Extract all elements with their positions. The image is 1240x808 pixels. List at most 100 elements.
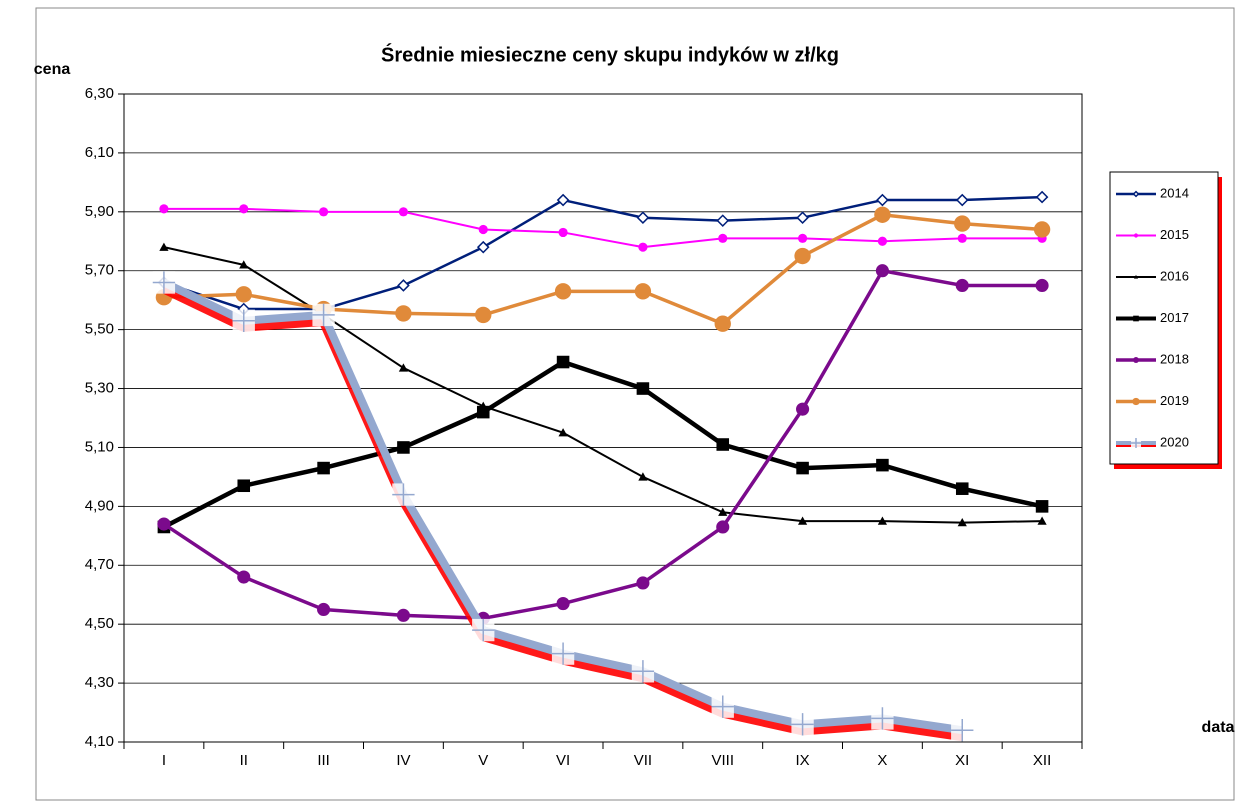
y-tick-label: 5,50 [85,321,114,338]
legend-marker [1130,437,1142,449]
point [957,233,967,243]
point [312,303,335,327]
x-tick-label: XII [1033,752,1051,769]
point [877,516,888,525]
point [159,204,169,214]
y-tick-label: 4,90 [85,497,114,514]
legend-marker [1133,233,1139,238]
point [396,608,410,622]
point [951,719,974,742]
point [955,278,969,293]
legend-item: 2014 [1116,185,1189,200]
legend-item: 2019 [1116,393,1189,408]
x-tick-label: II [240,752,248,769]
legend-label: 2019 [1160,393,1189,408]
line [162,359,1043,529]
point [476,405,490,419]
point [636,576,650,590]
x-tick-label: V [478,752,488,769]
x-axis-title: data [1202,719,1235,736]
y-tick-label: 5,70 [85,262,114,279]
point [796,402,810,416]
y-tick-label: 5,10 [85,438,114,455]
point [718,233,728,243]
point [1035,190,1049,204]
legend-marker [1132,397,1140,406]
point [476,240,490,254]
point [472,618,495,642]
line [163,195,1043,311]
chart-title: Średnie miesieczne ceny skupu indyków w … [381,42,839,66]
point [718,507,728,516]
point [556,193,570,207]
legend-item: 2016 [1116,268,1189,283]
point [318,207,329,217]
point [957,517,967,527]
legend-marker [1132,190,1140,198]
point [556,355,570,369]
point [392,483,415,506]
line [163,207,1043,249]
point [954,215,971,232]
point [159,242,169,251]
point [797,233,808,243]
point [397,441,410,454]
point [556,597,570,611]
legend-label: 2014 [1160,185,1189,200]
point [636,382,650,395]
point [631,660,655,683]
x-tick-label: I [162,752,166,769]
point [1035,278,1049,293]
point [239,204,249,214]
point [1033,221,1051,238]
point [398,207,409,217]
x-tick-label: VI [556,752,570,769]
point [711,695,734,718]
point [876,193,889,207]
legend-label: 2015 [1160,227,1189,242]
point [395,305,412,322]
series [157,355,1049,534]
line [162,268,1043,621]
x-tick-label: IV [396,752,410,769]
point [475,306,492,324]
point [638,472,648,481]
point [796,211,809,225]
point [558,227,568,238]
point [874,206,891,223]
y-tick-label: 4,70 [85,556,114,573]
legend-label: 2016 [1160,268,1189,283]
series [159,204,1047,252]
point [558,428,568,437]
x-tick-label: IX [795,752,809,769]
point [714,315,731,332]
x-tick-label: III [317,752,330,769]
x-tick-label: XI [955,752,969,769]
legend-marker [1133,357,1139,363]
point [1037,516,1047,525]
y-tick-label: 6,30 [85,85,114,102]
series [152,271,974,742]
point [478,224,488,235]
point [232,309,255,332]
point [152,271,176,294]
legend-item: 2018 [1116,351,1189,366]
point [237,570,251,584]
y-tick-label: 4,10 [85,733,114,750]
plot-area [123,93,1083,743]
y-tick-label: 5,90 [85,203,114,220]
point [157,517,171,531]
point [871,707,894,730]
point [235,286,252,303]
point [397,279,410,292]
legend-marker [1133,274,1139,279]
point [554,283,572,300]
point [638,242,648,252]
y-tick-label: 5,30 [85,380,114,397]
line [163,213,1043,326]
y-tick-label: 6,10 [85,144,114,161]
legend-item: 2020 [1116,434,1189,449]
point [877,236,888,246]
x-tick-label: VIII [711,752,734,769]
